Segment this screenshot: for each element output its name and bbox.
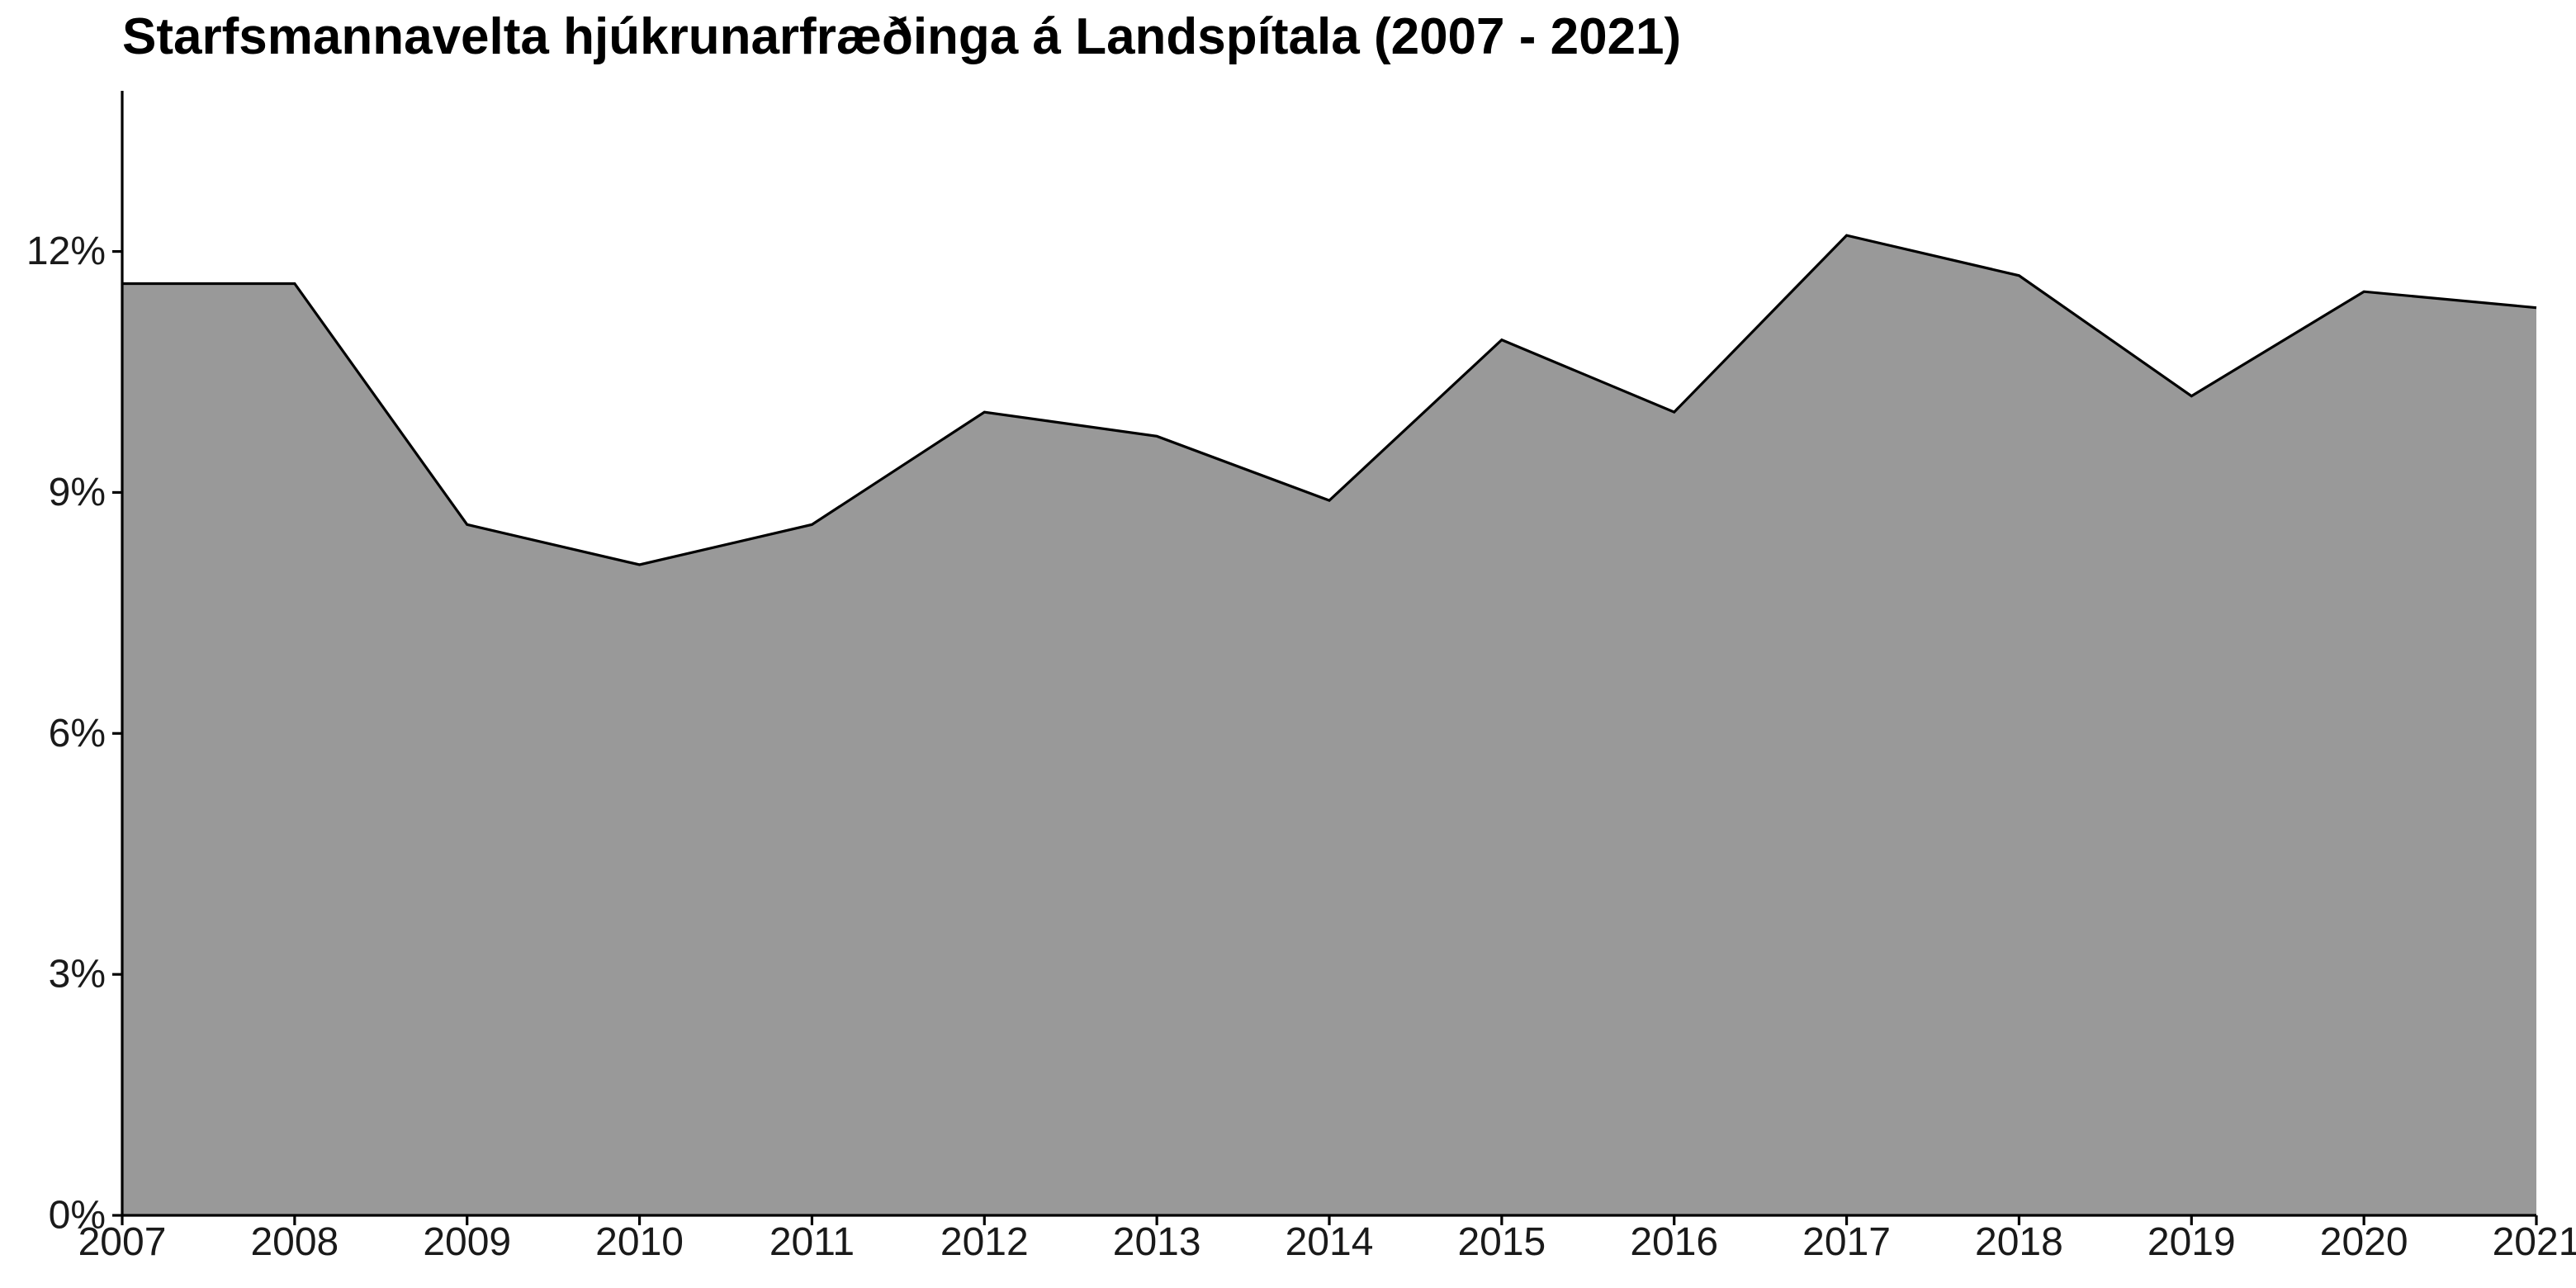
tick-labels: 0% 3% 6% 9% 12% 2007 2008 2009 2010 2011 2012 2013 2…: [26, 230, 2576, 1264]
x-tick-label: 2017: [1802, 1220, 1891, 1264]
axes: [112, 91, 2538, 1225]
plot-area: [122, 234, 2537, 1215]
chart-title: Starfsmannavelta hjúkrunarfræðinga á Lan…: [122, 8, 1682, 65]
y-tick-label: 12%: [26, 230, 106, 273]
y-tick-label: 0%: [49, 1194, 106, 1238]
x-tick-label: 2020: [2320, 1220, 2408, 1264]
x-tick-label: 2014: [1286, 1220, 1374, 1264]
x-tick-label: 2012: [940, 1220, 1029, 1264]
area-fill: [122, 235, 2536, 1215]
x-tick-label: 2019: [2147, 1220, 2236, 1264]
x-tick-label: 2018: [1975, 1220, 2063, 1264]
x-tick-label: 2008: [250, 1220, 339, 1264]
y-tick-label: 9%: [49, 471, 106, 514]
x-tick-label: 2007: [78, 1220, 167, 1264]
x-tick-label: 2016: [1630, 1220, 1718, 1264]
x-tick-label: 2011: [769, 1220, 855, 1264]
x-tick-label: 2009: [423, 1220, 511, 1264]
x-tick-label: 2021: [2493, 1220, 2576, 1264]
x-tick-label: 2010: [595, 1220, 684, 1264]
y-tick-label: 6%: [49, 712, 106, 755]
y-tick-label: 3%: [49, 953, 106, 997]
x-tick-label: 2013: [1113, 1220, 1201, 1264]
x-tick-label: 2015: [1457, 1220, 1546, 1264]
series-line: [122, 234, 2537, 566]
